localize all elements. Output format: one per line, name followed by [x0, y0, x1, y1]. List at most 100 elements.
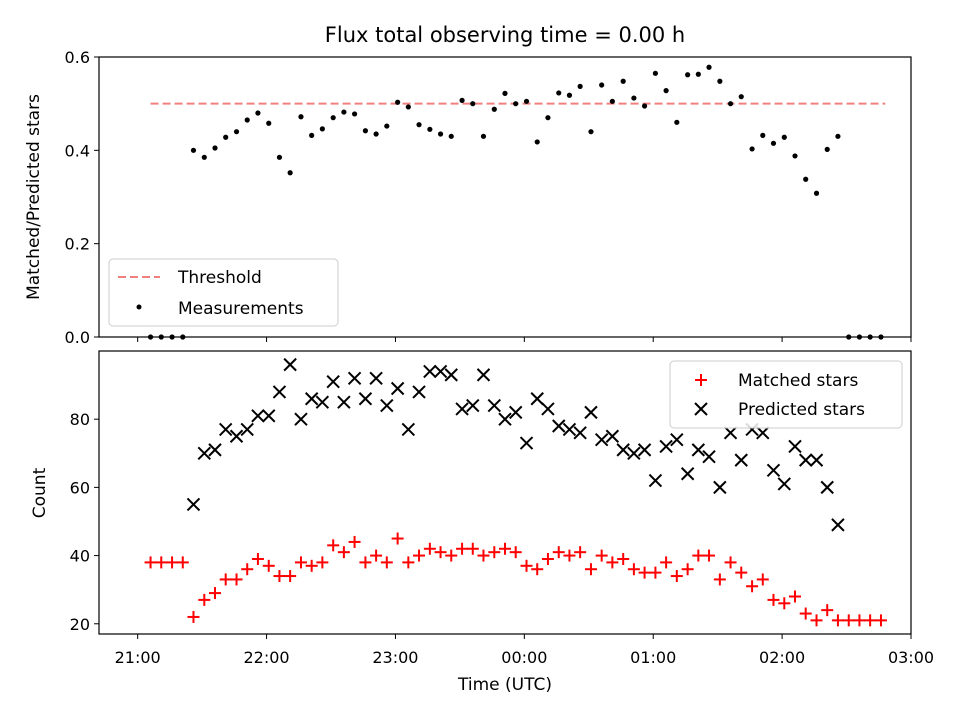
matched-star-marker — [563, 549, 576, 562]
measurement-point — [384, 123, 390, 129]
predicted-star-marker — [380, 398, 394, 413]
top-plot-area — [147, 64, 886, 340]
measurement-point — [362, 128, 369, 134]
predicted-star-marker — [616, 443, 630, 457]
matched-star-marker — [660, 556, 673, 569]
bottom-y-axis: 20 40 60 80 — [70, 410, 99, 634]
predicted-star-marker — [648, 473, 663, 488]
predicted-star-marker — [423, 364, 437, 379]
matched-star-marker — [488, 546, 501, 559]
predicted-star-marker — [294, 412, 308, 426]
predicted-star-marker — [723, 426, 738, 440]
matched-star-marker — [789, 590, 801, 603]
measurement-point — [824, 146, 830, 152]
measurement-point — [641, 103, 648, 109]
predicted-star-marker — [251, 409, 265, 423]
measurement-point — [491, 106, 497, 112]
bottom-y-tick-label: 60 — [70, 478, 90, 497]
matched-star-marker — [294, 556, 307, 569]
measurement-point — [502, 90, 508, 96]
matched-star-marker — [509, 546, 522, 559]
measurement-point — [706, 64, 712, 70]
measurement-point — [738, 94, 744, 100]
legend-predicted-label: Predicted stars — [738, 400, 865, 420]
matched-star-marker — [187, 610, 200, 623]
measurement-point — [695, 71, 701, 77]
matched-star-marker — [370, 549, 383, 562]
matched-star-marker — [359, 556, 372, 569]
predicted-star-marker — [208, 443, 222, 457]
matched-star-marker — [316, 556, 329, 569]
matched-star-marker — [617, 552, 630, 565]
matched-star-marker — [456, 542, 469, 555]
predicted-star-marker — [552, 419, 566, 433]
measurement-point — [201, 154, 207, 160]
measurement-point — [685, 72, 691, 78]
predicted-star-marker — [262, 409, 276, 423]
matched-star-marker — [627, 563, 640, 576]
matched-star-marker — [606, 556, 619, 569]
matched-star-marker — [499, 542, 511, 555]
legend-matched-swatch — [695, 374, 707, 386]
predicted-star-marker — [605, 429, 620, 443]
top-y-tick-label: 0.6 — [65, 48, 90, 67]
measurement-point — [631, 95, 637, 101]
matched-star-marker — [273, 570, 286, 583]
predicted-star-marker — [487, 398, 502, 413]
matched-star-marker — [810, 614, 823, 627]
measurement-point — [395, 99, 401, 105]
measurement-point — [513, 101, 519, 107]
matched-star-marker — [681, 563, 694, 576]
predicted-star-marker — [584, 405, 598, 420]
matched-star-marker — [305, 559, 318, 572]
matched-star-marker — [262, 559, 275, 572]
measurement-point — [523, 98, 530, 104]
matched-star-marker — [864, 614, 877, 627]
matched-star-marker — [445, 549, 458, 562]
matched-star-marker — [574, 546, 587, 559]
legend-matched-label: Matched stars — [738, 371, 858, 391]
predicted-star-marker — [798, 453, 813, 467]
predicted-star-marker — [412, 385, 426, 399]
top-panel: 0.0 0.2 0.4 0.6 Matched/Predicted stars Thr… — [24, 48, 912, 347]
predicted-star-marker — [680, 467, 695, 481]
measurement-point — [373, 131, 379, 137]
bottom-x-tick-label: 23:00 — [372, 648, 418, 667]
measurement-point — [233, 129, 240, 135]
matched-star-marker — [144, 556, 157, 569]
predicted-star-marker — [637, 443, 652, 457]
measurement-point — [577, 83, 583, 89]
matched-star-marker — [402, 556, 415, 569]
bottom-x-tick-label: 22:00 — [244, 648, 290, 667]
matched-star-marker — [746, 580, 759, 593]
matched-star-marker — [778, 597, 791, 610]
measurement-point — [588, 129, 594, 135]
measurement-point — [566, 92, 573, 98]
matched-star-marker — [713, 573, 726, 586]
predicted-star-marker — [530, 392, 544, 406]
measurement-point — [255, 110, 261, 116]
predicted-star-marker — [466, 398, 480, 413]
legend-measurements-swatch — [136, 304, 142, 310]
matched-star-marker — [284, 570, 297, 583]
bottom-x-tick-label: 02:00 — [759, 648, 805, 667]
measurement-point — [223, 134, 229, 140]
predicted-star-marker — [197, 446, 212, 460]
matched-star-marker — [209, 587, 221, 600]
measurement-point — [620, 78, 626, 84]
measurement-point — [749, 146, 755, 152]
matched-star-marker — [251, 552, 264, 565]
measurement-point — [212, 145, 218, 151]
measurement-point — [652, 70, 659, 76]
top-legend: Threshold Measurements — [108, 258, 339, 327]
measurement-point — [459, 97, 465, 103]
matched-star-marker — [520, 559, 533, 572]
predicted-star-marker — [573, 426, 587, 440]
measurement-point — [351, 111, 358, 117]
bottom-y-tick-label: 80 — [70, 410, 90, 429]
matched-star-marker — [821, 604, 834, 617]
matched-star-marker — [348, 535, 361, 548]
matched-star-marker — [670, 570, 683, 583]
bottom-x-tick-label: 01:00 — [630, 648, 676, 667]
predicted-star-marker — [508, 405, 523, 420]
